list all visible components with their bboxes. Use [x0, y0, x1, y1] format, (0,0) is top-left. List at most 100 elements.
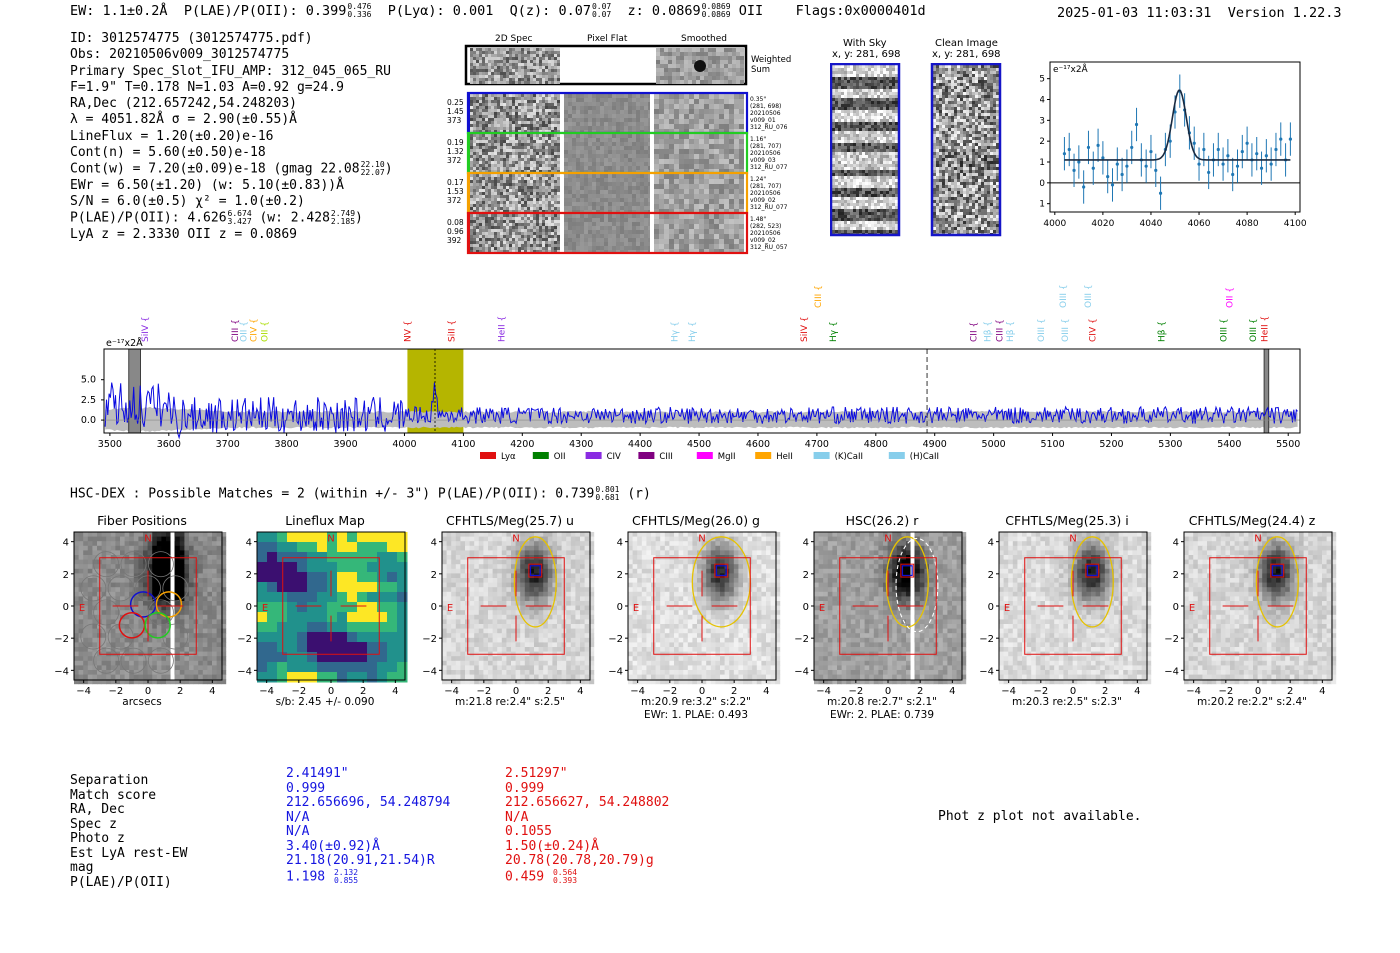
with-sky-image: [832, 65, 898, 236]
image-panel: N E −4 −4 −2 −2 0 0 2 2 4 4: [979, 531, 1152, 697]
noise-image: [564, 214, 652, 254]
legend-swatch: [813, 452, 830, 459]
fiber-circle: [147, 551, 174, 578]
hsc-title: HSC-DEX : Possible Matches = 2 (within +…: [70, 486, 595, 502]
data-point: [1202, 147, 1206, 152]
match-value: 3.40(±0.92)Å: [286, 839, 450, 855]
data-point: [1269, 162, 1273, 166]
north-label: N: [698, 534, 705, 545]
header-qz: Q(z): 0.07: [509, 3, 591, 19]
fiber-stat: 0.08: [447, 218, 464, 227]
y-tick-label: −4: [1164, 666, 1179, 677]
data-point: [1279, 137, 1283, 141]
x-tick-label: 3800: [275, 439, 299, 450]
fiber-meta: 20210506: [750, 230, 781, 237]
x-tick-label: −2: [848, 686, 863, 697]
line-id-label: OIII {: [1249, 318, 1259, 342]
fiber-row-stats: 0.19 1.32 372: [447, 138, 464, 165]
match-row-label: Spec z: [70, 816, 117, 832]
legend-swatch: [532, 452, 549, 459]
panel-caption: m:20.3 re:2.5" s:2.3": [1012, 696, 1122, 708]
data-point: [1207, 170, 1211, 175]
cutout-gap: [560, 174, 563, 212]
legend-label: HeII: [776, 452, 793, 462]
match-box-outer: [1270, 563, 1285, 578]
x-tick-label: −4: [1001, 686, 1016, 697]
x-tick-label: 2: [1287, 686, 1293, 697]
image-panel: N E −4 −4 −2 −2 0 0 2 2 4 4: [54, 531, 227, 697]
cutout-gap: [650, 94, 653, 132]
fiber-row-marker: [467, 134, 470, 172]
y-tick-label: 4: [988, 538, 994, 549]
cutout-gap: [560, 134, 563, 172]
fiber-meta: 0.35": [750, 96, 767, 103]
x-tick-label: 3500: [98, 439, 122, 450]
y-tick-label: 3: [1040, 116, 1045, 126]
match-value-text: 21.18(20.91,21.54)R: [286, 853, 435, 868]
panel-title: Fiber Positions: [97, 513, 187, 528]
header-qz-lo: 0.07: [591, 10, 612, 19]
match-value: 2.41491": [286, 766, 450, 782]
match-value-text: 0.459: [505, 869, 545, 884]
north-label: N: [327, 534, 334, 545]
fiber-circle: [147, 599, 174, 626]
fiber-circle: [80, 623, 107, 650]
y-tick-label: 4: [617, 538, 623, 549]
y-tick-label: 0.0: [81, 415, 96, 426]
clean-image: [933, 65, 999, 236]
image-panel: N E −4 −4 −2 −2 0 0 2 2 4 4: [1164, 531, 1337, 697]
info-plae: P(LAE)/P(OII): 4.626: [70, 210, 227, 226]
x-tick-label: 0: [145, 686, 151, 697]
fiber-meta: 1.48": [750, 216, 767, 223]
legend-label: CIII: [659, 452, 672, 462]
cutout-gap: [650, 214, 653, 252]
cutout-gap: [560, 94, 563, 132]
x-tick-label: 3900: [333, 439, 357, 450]
info-contw: Cont(w) = 7.20(±0.09)e-18 (gmag 22.08: [70, 161, 360, 177]
search-box: [99, 557, 197, 655]
search-box: [467, 557, 565, 655]
panel-title: CFHTLS/Meg(25.3) i: [1005, 513, 1129, 528]
fiber-meta: 20210506: [750, 190, 781, 197]
cutout-gap: [560, 214, 563, 252]
aperture-ellipse: [1255, 536, 1299, 628]
x-tick-label: 5500: [1276, 439, 1300, 450]
search-box: [839, 557, 937, 655]
data-point: [1240, 149, 1244, 154]
x-tick-label: 4: [577, 686, 583, 697]
line-id-label: SiIV {: [141, 316, 151, 342]
fiber-row-marker: [467, 174, 470, 212]
match-row-label: Match score: [70, 787, 157, 803]
plae-lower: 0.855: [333, 875, 359, 885]
y-tick-label: 4: [1173, 538, 1179, 549]
y-tick-label: 1: [1040, 158, 1045, 168]
data-point: [1197, 162, 1201, 166]
y-tick-label: 4: [1040, 96, 1045, 106]
image-frame: [930, 63, 1002, 237]
x-tick-label: 2: [177, 686, 183, 697]
y-tick-label: −2: [1164, 634, 1179, 645]
x-tick-label: 4: [392, 686, 398, 697]
clean-image-xy: x, y: 281, 698: [932, 49, 1001, 60]
noise-image: [470, 134, 560, 173]
data-point: [1120, 172, 1124, 177]
match-row-label: RA, Dec: [70, 802, 125, 817]
y-tick-label: 5.0: [81, 375, 96, 386]
y-tick-label: −2: [608, 634, 623, 645]
match-value: 1.198 2.132 0.855: [286, 868, 450, 885]
header-z-hi: 0.0869: [701, 2, 731, 11]
match-row-label: mag: [70, 860, 94, 875]
fiber-circle: [80, 575, 107, 602]
x-tick-label: 5200: [1099, 439, 1123, 450]
fiber-selected: [144, 612, 171, 639]
fiber-row-marker: [467, 214, 470, 252]
x-tick-label: 5300: [1158, 439, 1182, 450]
x-tick-label: 3600: [157, 439, 181, 450]
x-tick-label: 2: [360, 686, 366, 697]
data-point: [1101, 156, 1105, 160]
x-tick-label: 4500: [687, 439, 711, 450]
match-value: N/A: [286, 810, 450, 826]
x-tick-label: 4: [763, 686, 769, 697]
gaussian-fit: [1064, 89, 1291, 161]
noise-image: [654, 134, 744, 174]
